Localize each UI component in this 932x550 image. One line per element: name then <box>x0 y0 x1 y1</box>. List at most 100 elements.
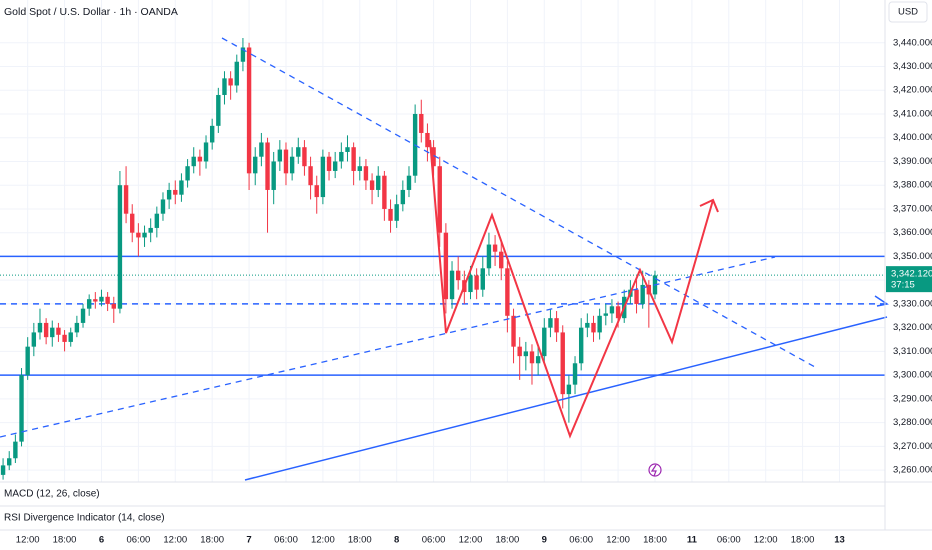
x-tick-label: 18:00 <box>791 535 815 546</box>
y-tick-label: 3,360.000 <box>893 227 932 238</box>
candles <box>0 37 658 480</box>
x-tick-label: 06:00 <box>126 535 150 546</box>
x-tick-label: 18:00 <box>495 535 519 546</box>
trend-line <box>0 256 776 438</box>
candle-body <box>554 318 559 333</box>
candle-body <box>0 465 6 475</box>
x-tick-label: 13 <box>834 535 845 546</box>
candle-body <box>548 318 553 328</box>
y-tick-label: 3,440.000 <box>893 37 932 48</box>
candle-body <box>634 289 639 304</box>
candle-body <box>117 185 123 309</box>
candle-body <box>203 142 209 162</box>
candle-body <box>154 213 160 228</box>
event-icon <box>650 464 657 477</box>
candle-body <box>166 189 172 200</box>
candle-body <box>363 166 369 181</box>
candle-body <box>382 175 387 209</box>
arrow-head <box>874 295 889 307</box>
candle-body <box>283 149 289 174</box>
candle-body <box>449 270 455 300</box>
x-tick-label: 8 <box>394 535 399 546</box>
candle-body <box>93 299 98 302</box>
candle-body <box>25 346 30 376</box>
drawings <box>0 37 889 481</box>
candle-body <box>585 322 590 328</box>
candle-body <box>455 270 461 281</box>
candle-body <box>566 384 572 395</box>
candle-body <box>74 322 80 333</box>
indicator-label: RSI Divergence Indicator (14, close) <box>4 513 165 524</box>
candle-body <box>13 441 18 459</box>
y-tick-label: 3,430.000 <box>893 61 932 72</box>
candle-body <box>468 275 473 293</box>
candle-body <box>339 151 344 162</box>
y-tick-label: 3,400.000 <box>893 132 932 143</box>
currency-box[interactable] <box>888 1 928 23</box>
candle-body <box>302 147 307 167</box>
price-tag-label: 3,342.120 <box>891 269 932 280</box>
x-tick-label: 11 <box>687 535 698 546</box>
candle-body <box>185 166 190 181</box>
x-tick-label: 06:00 <box>274 535 298 546</box>
y-tick-label: 3,310.000 <box>893 346 932 357</box>
candle-body <box>56 327 61 335</box>
candle-body <box>277 149 283 162</box>
chart-title: Gold Spot / U.S. Dollar · 1h · OANDA <box>4 6 178 18</box>
candle-body <box>259 142 264 157</box>
indicator-label: MACD (12, 26, close) <box>4 489 100 500</box>
candle-body <box>357 166 362 171</box>
candle-body <box>431 147 436 167</box>
y-tick-label: 3,280.000 <box>893 417 932 428</box>
candle-body <box>253 156 258 174</box>
candle-body <box>130 213 135 233</box>
candle-body <box>7 458 12 466</box>
candle-body <box>136 232 141 238</box>
candle-body <box>209 125 215 143</box>
x-tick-label: 12:00 <box>459 535 483 546</box>
candle-body <box>326 156 332 171</box>
candle-body <box>105 296 110 304</box>
y-tick-label: 3,330.000 <box>893 298 932 309</box>
candle-body <box>609 306 615 314</box>
candle-body <box>529 351 535 364</box>
currency[interactable]: USD <box>898 7 918 18</box>
x-tick-label: 12:00 <box>163 535 187 546</box>
x-tick-label: 9 <box>542 535 547 546</box>
candle-body <box>68 332 73 342</box>
candle-body <box>474 275 479 290</box>
y-tick-label: 3,380.000 <box>893 180 932 191</box>
candle-body <box>62 334 67 342</box>
candle-body <box>492 244 498 252</box>
x-tick-label: 6 <box>99 535 104 546</box>
candle-body <box>228 78 233 86</box>
candle-body <box>308 166 313 186</box>
candle-body <box>50 327 55 338</box>
candle-body <box>179 180 184 195</box>
x-tick-label: 18:00 <box>200 535 224 546</box>
y-tick-label: 3,370.000 <box>893 203 932 214</box>
candle-body <box>345 147 350 152</box>
projection-path <box>429 139 714 439</box>
candle-body <box>400 189 406 205</box>
candle-body <box>31 332 37 347</box>
candle-body <box>197 156 203 162</box>
levels <box>0 255 885 376</box>
candle-body <box>394 204 399 221</box>
candle-body <box>191 156 196 167</box>
candle-body <box>289 156 295 174</box>
candle-body <box>486 244 492 269</box>
arrow-head <box>699 198 719 213</box>
candle-body <box>240 47 246 62</box>
candle-body <box>615 306 621 319</box>
y-tick-label: 3,300.000 <box>893 370 932 381</box>
x-tick-label: 06:00 <box>422 535 446 546</box>
candle-body <box>603 313 608 316</box>
candle-body <box>142 232 147 238</box>
candle-body <box>480 268 485 290</box>
candle-body <box>111 303 116 309</box>
candle-body <box>511 315 516 347</box>
candle-body <box>535 356 541 364</box>
x-tick-label: 12:00 <box>754 535 778 546</box>
